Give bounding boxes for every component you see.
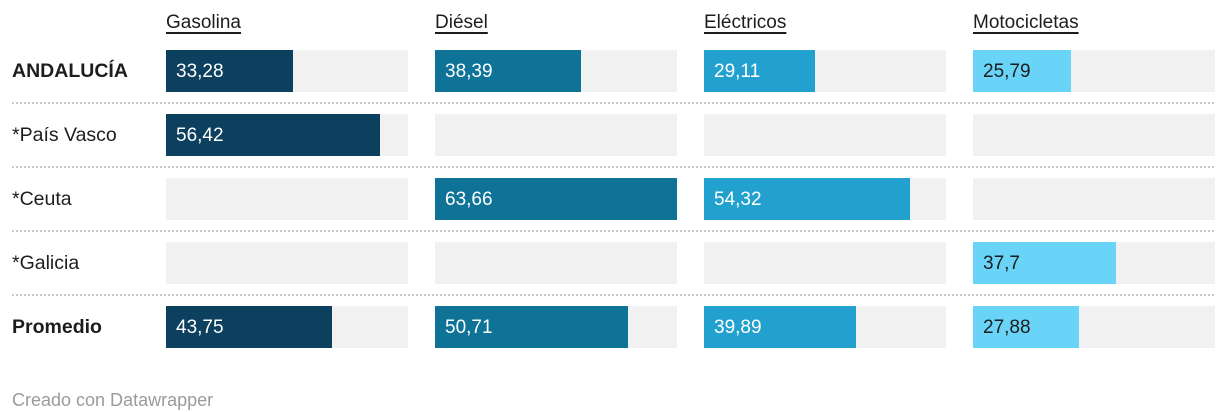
bar: 37,7: [973, 242, 1117, 284]
bar-value-label: 39,89: [714, 316, 762, 338]
bar-track: 56,42: [166, 114, 408, 156]
bar-value-label: 33,28: [176, 60, 224, 82]
table-row: ANDALUCÍA 33,28 38,39 29,11 25,79: [12, 40, 1215, 104]
bar: 39,89: [704, 306, 856, 348]
row-label: *Galicia: [12, 251, 80, 274]
bar: 54,32: [704, 178, 911, 220]
bar-track: [435, 242, 677, 284]
bar-track: [704, 114, 946, 156]
table-row: *Galicia 37,7: [12, 232, 1215, 296]
bar: 29,11: [704, 50, 815, 92]
row-label: ANDALUCÍA: [12, 59, 128, 82]
bar-track: 33,28: [166, 50, 408, 92]
datawrapper-credit-link[interactable]: Creado con Datawrapper: [12, 390, 214, 410]
bar-value-label: 27,88: [983, 316, 1031, 338]
bar-track: 39,89: [704, 306, 946, 348]
bar: 33,28: [166, 50, 293, 92]
column-header-electricos[interactable]: Eléctricos: [704, 12, 787, 33]
rows-container: ANDALUCÍA 33,28 38,39 29,11 25,79 *País Vas…: [12, 40, 1215, 358]
bar-track: [973, 114, 1215, 156]
bar-track: [973, 178, 1215, 220]
bar-track: [704, 242, 946, 284]
column-header-motocicletas[interactable]: Motocicletas: [973, 12, 1079, 33]
column-header-row: Gasolina Diésel Eléctricos Motocicletas: [12, 0, 1214, 40]
bar: 63,66: [435, 178, 677, 220]
bar-value-label: 50,71: [445, 316, 493, 338]
bar-value-label: 38,39: [445, 60, 493, 82]
bar-value-label: 37,7: [983, 252, 1020, 274]
bar-track: [166, 242, 408, 284]
chart-footer: Creado con Datawrapper: [12, 390, 1214, 411]
bar-track: 50,71: [435, 306, 677, 348]
bar-value-label: 25,79: [983, 60, 1031, 82]
bar-value-label: 56,42: [176, 124, 224, 146]
bar-track: 29,11: [704, 50, 946, 92]
bar: 50,71: [435, 306, 628, 348]
column-header-gasolina[interactable]: Gasolina: [166, 12, 241, 33]
bar-track: 63,66: [435, 178, 677, 220]
column-header-diesel[interactable]: Diésel: [435, 12, 488, 33]
bar-track: 38,39: [435, 50, 677, 92]
bar-track: 43,75: [166, 306, 408, 348]
bar-track: [166, 178, 408, 220]
table-row: *Ceuta 63,66 54,32: [12, 168, 1215, 232]
bar-track: 27,88: [973, 306, 1215, 348]
row-label: Promedio: [12, 315, 102, 338]
bar-track: 25,79: [973, 50, 1215, 92]
bar-value-label: 54,32: [714, 188, 762, 210]
table-row: Promedio 43,75 50,71 39,89 27,88: [12, 296, 1215, 358]
row-label: *País Vasco: [12, 123, 117, 146]
bar-track: 37,7: [973, 242, 1215, 284]
bar: 43,75: [166, 306, 333, 348]
bar-value-label: 29,11: [714, 60, 761, 82]
bar: 25,79: [973, 50, 1072, 92]
bar-track: [435, 114, 677, 156]
bar: 56,42: [166, 114, 381, 156]
bar-value-label: 43,75: [176, 316, 224, 338]
bar-value-label: 63,66: [445, 188, 493, 210]
table-row: *País Vasco 56,42: [12, 104, 1215, 168]
bar-track: 54,32: [704, 178, 946, 220]
row-label: *Ceuta: [12, 187, 72, 210]
bar: 38,39: [435, 50, 581, 92]
bar: 27,88: [973, 306, 1079, 348]
